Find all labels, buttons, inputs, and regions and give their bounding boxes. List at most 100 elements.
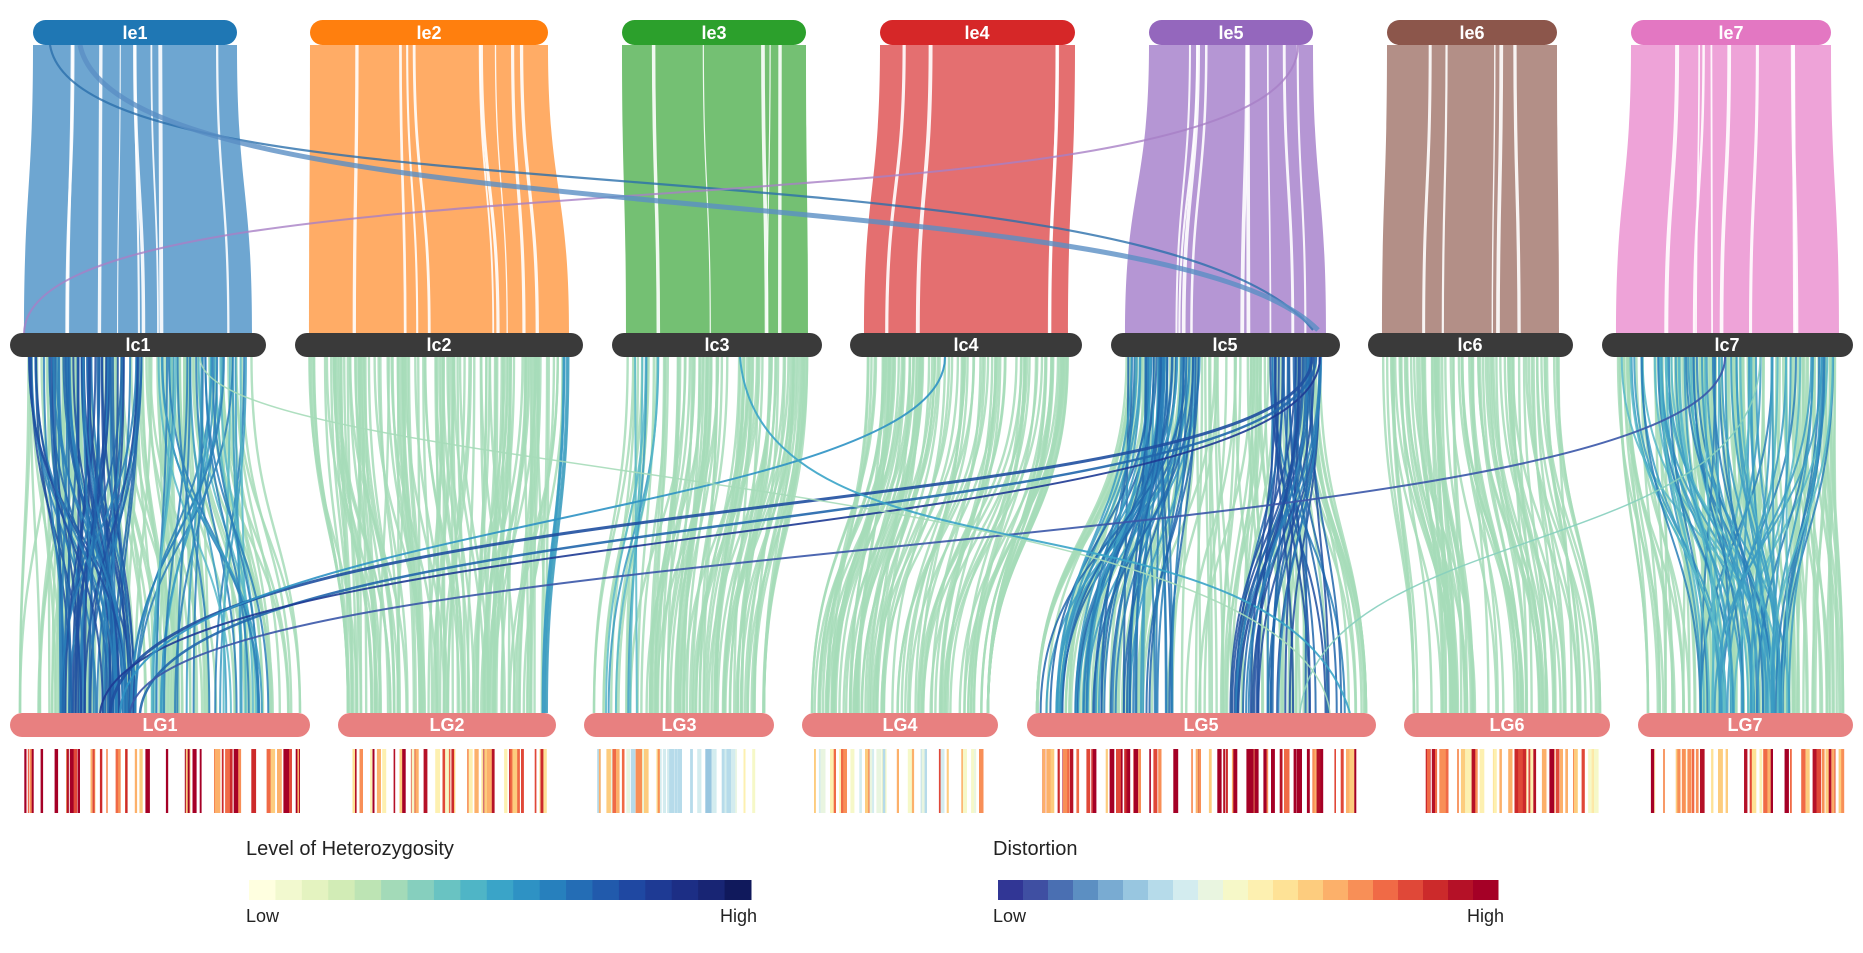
distortion-bar	[839, 749, 841, 813]
distortion-bar	[865, 749, 869, 813]
ld-scale-swatch	[1173, 880, 1199, 900]
mid-pill-lc5-label: lc5	[1212, 335, 1237, 355]
ld-scale-swatch	[1448, 880, 1474, 900]
distortion-bar	[1043, 749, 1046, 813]
distortion-bar	[1110, 749, 1113, 813]
distortion-bar	[971, 749, 974, 813]
distortion-bar	[722, 749, 725, 813]
top-pill-le4[interactable]: le4	[880, 20, 1075, 45]
distortion-bar	[521, 749, 524, 813]
bottom-pill-LG3[interactable]: LG3	[584, 713, 774, 737]
mid-pill-lc5[interactable]: lc5	[1111, 333, 1340, 357]
top-pill-le2[interactable]: le2	[310, 20, 548, 45]
distortion-bar	[1530, 749, 1533, 813]
distortion-bar	[234, 749, 237, 813]
distortion-bar	[73, 749, 77, 813]
ld-scale-swatch	[1323, 880, 1349, 900]
ld-scale-swatch	[1248, 880, 1274, 900]
distortion-bar	[1582, 749, 1585, 813]
distortion-bar	[1312, 749, 1314, 813]
distortion-bar	[1790, 749, 1792, 813]
distortion-bar	[373, 749, 375, 813]
distortion-bar	[1574, 749, 1578, 813]
distortion-bar	[1199, 749, 1201, 813]
distortion-bar	[834, 749, 836, 813]
distortion-bar	[78, 749, 80, 813]
distortion-bar	[106, 749, 108, 813]
distortion-bar	[1826, 749, 1830, 813]
top-ribbon-gap-le7	[1793, 45, 1794, 333]
distortion-bar	[690, 749, 693, 813]
top-pill-le5[interactable]: le5	[1149, 20, 1313, 45]
distortion-bar	[1300, 749, 1302, 813]
top-ribbon-gap-le1	[99, 45, 100, 333]
mid-pill-lc7-label: lc7	[1714, 335, 1739, 355]
distortion-bar	[1176, 749, 1178, 813]
distortion-bar	[941, 749, 945, 813]
distortion-bar	[1687, 749, 1691, 813]
distortion-bar	[467, 749, 469, 813]
distortion-bar	[674, 749, 677, 813]
distortion-bar	[663, 749, 666, 813]
top-pill-le3[interactable]: le3	[622, 20, 806, 45]
distortion-bar	[1246, 749, 1250, 813]
bottom-pill-LG6[interactable]: LG6	[1404, 713, 1610, 737]
lh-scale-swatch	[698, 880, 725, 900]
distortion-bar	[166, 749, 168, 813]
mid-pill-lc1-label: lc1	[125, 335, 150, 355]
heterozygous-link	[1786, 357, 1787, 713]
ld-scale-swatch	[1298, 880, 1324, 900]
mid-pill-lc6[interactable]: lc6	[1368, 333, 1573, 357]
bottom-pill-LG7[interactable]: LG7	[1638, 713, 1853, 737]
top-pill-le4-label: le4	[964, 23, 989, 43]
distortion-bar	[382, 749, 386, 813]
distortion-bar	[481, 749, 483, 813]
distortion-bar	[93, 749, 95, 813]
distortion-bar	[612, 749, 616, 813]
distortion-bar	[631, 749, 636, 813]
distortion-bar	[1435, 749, 1437, 813]
distortion-bar	[402, 749, 406, 813]
bottom-pill-LG4[interactable]: LG4	[802, 713, 998, 737]
lh-scale-swatch	[434, 880, 461, 900]
distortion-bar	[1267, 749, 1269, 813]
mid-pill-lc3-label: lc3	[704, 335, 729, 355]
mid-pill-lc3[interactable]: lc3	[612, 333, 822, 357]
lh-scale-swatch	[540, 880, 567, 900]
distortion-bar	[1223, 749, 1225, 813]
distortion-bar	[541, 749, 544, 813]
top-pill-le6[interactable]: le6	[1387, 20, 1557, 45]
top-pill-le1[interactable]: le1	[33, 20, 237, 45]
bottom-pill-LG2[interactable]: LG2	[338, 713, 556, 737]
distortion-bar	[1346, 749, 1350, 813]
distortion-bar	[504, 749, 507, 813]
lh-scale-swatch	[249, 880, 276, 900]
ld-scale-swatch	[1398, 880, 1424, 900]
top-pill-le7[interactable]: le7	[1631, 20, 1831, 45]
distortion-bar	[1752, 749, 1756, 813]
distortion-bar	[1508, 749, 1512, 813]
distortion-bar	[424, 749, 428, 813]
mid-pill-lc1[interactable]: lc1	[10, 333, 266, 357]
distortion-bar	[1744, 749, 1747, 813]
distortion-bar	[55, 749, 59, 813]
lh-scale-swatch	[460, 880, 487, 900]
marker-link	[20, 357, 28, 713]
lh-scale-swatch	[645, 880, 672, 900]
top-ribbons	[24, 45, 1839, 333]
distortion-bar	[1093, 749, 1097, 813]
distortion-bar	[883, 749, 886, 813]
mid-pill-lc4[interactable]: lc4	[850, 333, 1082, 357]
lh-scale-swatch	[672, 880, 699, 900]
distortion-bar	[1663, 749, 1665, 813]
distortion-bar	[1457, 749, 1459, 813]
top-pill-le3-label: le3	[701, 23, 726, 43]
legend-heterozygosity-high: High	[720, 906, 757, 926]
bottom-pill-LG1[interactable]: LG1	[10, 713, 310, 737]
mid-pill-lc2[interactable]: lc2	[295, 333, 583, 357]
mid-pill-lc7[interactable]: lc7	[1602, 333, 1853, 357]
distortion-bar	[100, 749, 102, 813]
distortion-bar	[1677, 749, 1680, 813]
distortion-bar	[1106, 749, 1108, 813]
bottom-pill-LG5[interactable]: LG5	[1027, 713, 1376, 737]
